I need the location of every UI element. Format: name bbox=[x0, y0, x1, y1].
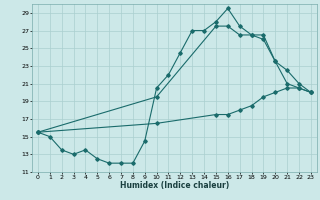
X-axis label: Humidex (Indice chaleur): Humidex (Indice chaleur) bbox=[120, 181, 229, 190]
